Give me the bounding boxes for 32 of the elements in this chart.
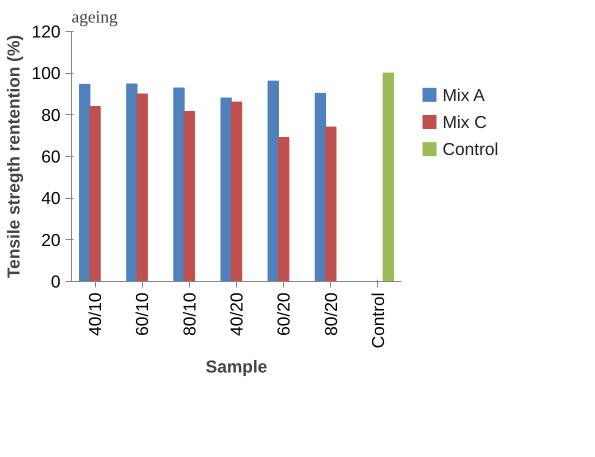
- text: ageing: [72, 8, 118, 26]
- x-tick-label: 60/20: [274, 292, 294, 336]
- x-tick-label: 60/10: [132, 292, 152, 336]
- x-tick-label: Control: [368, 292, 388, 348]
- bar: [220, 97, 232, 282]
- x-axis-title: Sample: [206, 356, 268, 376]
- bar: [126, 84, 138, 282]
- legend-label: Control: [442, 139, 498, 160]
- bar: [382, 72, 394, 282]
- y-axis-title: Tensile stregth rentention (%): [4, 34, 24, 278]
- x-tick-label: 80/10: [179, 292, 200, 336]
- legend-label: Mix C: [442, 112, 487, 132]
- bar: [268, 80, 279, 282]
- y-tick-label: 120: [32, 22, 61, 42]
- bar: [278, 137, 290, 282]
- y-tick-label: 40: [41, 188, 61, 208]
- y-tick-label: 100: [32, 63, 61, 84]
- x-tick-label: 80/20: [320, 292, 341, 336]
- y-tick-label: 0: [50, 272, 61, 292]
- x-tick-label: 40/20: [226, 292, 246, 336]
- bar: [314, 92, 326, 282]
- bar: [136, 94, 148, 282]
- y-tick-label: 20: [41, 230, 61, 250]
- bar: [79, 84, 90, 282]
- y-tick-label: 80: [41, 104, 61, 125]
- bar: [230, 102, 242, 282]
- x-tick-label: 40/10: [85, 292, 106, 336]
- bar: [89, 106, 101, 282]
- legend-label: Mix A: [442, 84, 486, 105]
- y-tick-label: 60: [41, 146, 61, 166]
- bar: [184, 111, 196, 282]
- bar: [325, 126, 336, 282]
